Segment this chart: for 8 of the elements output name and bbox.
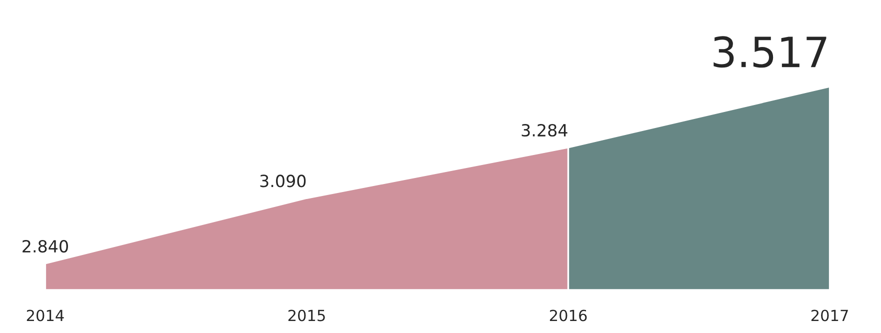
data-label: 2.840 bbox=[22, 240, 68, 253]
x-tick-label: 2014 bbox=[26, 310, 64, 322]
data-label: 3.517 bbox=[714, 36, 826, 68]
data-label: 3.090 bbox=[260, 174, 306, 188]
x-tick-label: 2015 bbox=[288, 310, 325, 322]
data-label: 3.284 bbox=[522, 124, 568, 137]
x-tick-label: 2017 bbox=[811, 310, 848, 322]
x-tick-label: 2016 bbox=[550, 310, 587, 322]
